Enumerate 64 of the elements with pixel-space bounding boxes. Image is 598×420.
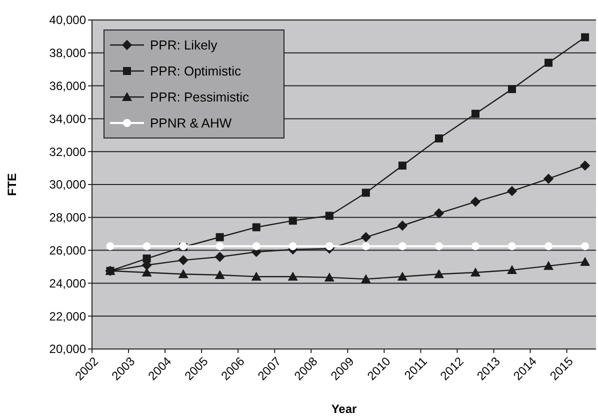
point (325, 242, 334, 250)
legend-label: PPNR & AHW (150, 116, 232, 131)
point (434, 134, 443, 142)
y-axis-title: FTE (5, 173, 19, 196)
y-tick-label: 30,000 (49, 178, 86, 192)
point (252, 223, 260, 232)
point (581, 33, 590, 42)
point (252, 242, 260, 250)
legend-label: PPR: Likely (150, 38, 218, 53)
point (434, 269, 444, 278)
point (581, 242, 590, 250)
point (362, 242, 370, 250)
y-tick-label: 22,000 (49, 309, 86, 324)
y-tick-label: 34,000 (49, 112, 86, 126)
point (580, 160, 590, 171)
point (507, 265, 517, 274)
point (544, 260, 554, 270)
point (178, 255, 188, 266)
y-tick-label: 32,000 (49, 144, 86, 159)
point (362, 188, 370, 197)
point (398, 242, 406, 250)
point (397, 220, 408, 231)
y-tick-label: 38,000 (49, 46, 86, 60)
point (434, 208, 444, 218)
point (142, 254, 151, 263)
point (324, 272, 334, 282)
point (508, 85, 516, 94)
point (397, 272, 408, 281)
point (251, 272, 262, 281)
x-axis-title: Year (331, 402, 358, 416)
y-tick-label: 20,000 (49, 342, 86, 356)
point (214, 270, 225, 279)
point (470, 268, 480, 277)
point (398, 162, 406, 170)
point (214, 252, 225, 262)
point (360, 274, 371, 284)
point (543, 174, 554, 184)
point (506, 186, 518, 196)
legend-label: PPR: Pessimistic (150, 90, 250, 105)
legend-label: PPR: Optimistic (150, 64, 242, 79)
y-tick-label: 28,000 (49, 210, 86, 225)
point (580, 256, 590, 266)
point (470, 196, 481, 207)
point (216, 233, 224, 242)
point (544, 242, 553, 250)
point (325, 212, 334, 220)
point (216, 242, 224, 250)
point (434, 242, 443, 250)
point (544, 58, 553, 67)
y-tick-label: 36,000 (49, 79, 86, 93)
point (288, 272, 298, 281)
point (288, 242, 297, 250)
point (106, 242, 114, 250)
point (360, 232, 372, 242)
y-tick-label: 40,000 (49, 13, 86, 28)
point (178, 269, 188, 278)
y-tick-label: 24,000 (49, 276, 86, 290)
point (471, 110, 480, 118)
y-tick-label: 26,000 (49, 244, 86, 258)
point (142, 242, 151, 250)
point (142, 268, 152, 277)
point (508, 242, 516, 250)
point (288, 216, 297, 225)
point (471, 242, 480, 250)
